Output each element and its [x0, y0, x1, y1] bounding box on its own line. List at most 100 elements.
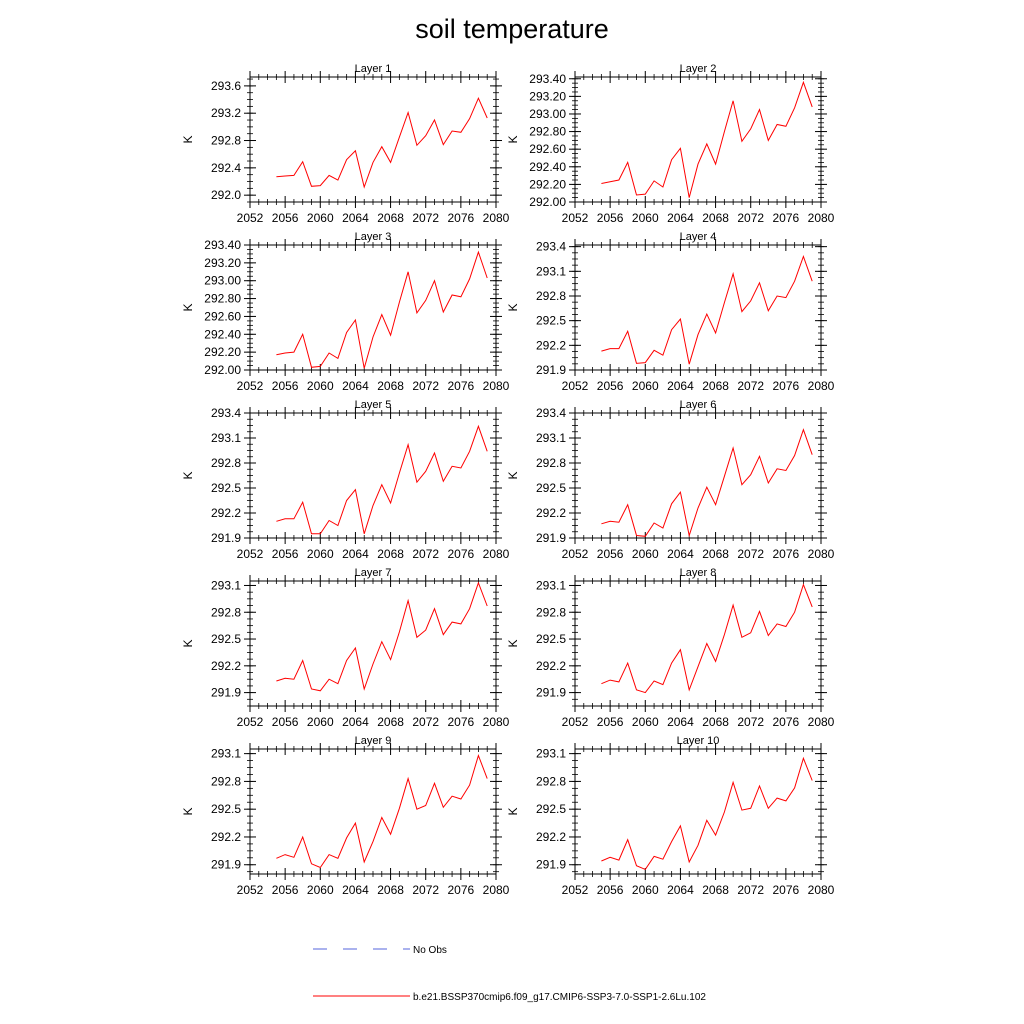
x-tick-label: 2076	[448, 379, 475, 393]
y-tick-label: 292.20	[529, 177, 566, 191]
panel-title: Layer 6	[680, 399, 717, 411]
x-tick-label: 2052	[237, 211, 264, 225]
y-tick-label: 292.8	[211, 456, 241, 470]
plot-frame	[249, 244, 497, 371]
x-tick-label: 2056	[272, 883, 299, 897]
x-tick-label: 2056	[597, 211, 624, 225]
x-tick-label: 2060	[632, 883, 659, 897]
x-tick-label: 2052	[562, 715, 589, 729]
y-tick-label: 293.1	[211, 431, 241, 445]
x-tick-label: 2076	[773, 547, 800, 561]
y-tick-label: 292.0	[211, 188, 241, 202]
plot-frame	[249, 76, 497, 203]
x-tick-label: 2064	[342, 883, 369, 897]
series-line	[276, 753, 488, 869]
y-tick-label: 292.2	[536, 830, 566, 844]
x-tick-label: 2072	[412, 883, 439, 897]
x-tick-label: 2068	[377, 715, 404, 729]
x-tick-label: 2064	[667, 715, 694, 729]
x-tick-label: 2060	[307, 379, 334, 393]
x-tick-label: 2080	[483, 379, 510, 393]
x-tick-label: 2076	[448, 547, 475, 561]
series-line	[601, 756, 813, 871]
x-tick-label: 2080	[483, 211, 510, 225]
x-tick-label: 2064	[342, 379, 369, 393]
y-tick-label: 292.8	[536, 774, 566, 788]
x-tick-label: 2056	[597, 715, 624, 729]
x-tick-label: 2080	[808, 715, 835, 729]
y-tick-label: 292.5	[536, 314, 566, 328]
y-tick-label: 292.8	[211, 774, 241, 788]
x-tick-label: 2064	[667, 547, 694, 561]
y-tick-label: 293.00	[529, 107, 566, 121]
y-tick-label: 292.5	[536, 802, 566, 816]
y-tick-label: 291.9	[536, 531, 566, 545]
x-tick-label: 2068	[702, 211, 729, 225]
y-tick-label: 292.2	[536, 338, 566, 352]
x-tick-label: 2080	[483, 883, 510, 897]
y-tick-label: 292.80	[204, 292, 241, 306]
panel-layer-10: Layer 10 291.9 292.2 292.5 292.8 293.1 K 2052 20…	[506, 735, 835, 897]
y-tick-label: 293.00	[204, 274, 241, 288]
y-tick-label: 292.8	[536, 605, 566, 619]
y-axis-label: K	[181, 639, 195, 647]
x-tick-label: 2064	[342, 211, 369, 225]
x-tick-label: 2052	[562, 547, 589, 561]
y-tick-label: 291.9	[211, 531, 241, 545]
panel-title: Layer 8	[680, 567, 717, 579]
panel-layer-7: Layer 7 291.9 292.2 292.5 292.8 293.1 K 2052 205…	[181, 567, 510, 729]
x-tick-label: 2068	[702, 883, 729, 897]
y-tick-label: 292.8	[211, 134, 241, 148]
x-tick-label: 2076	[448, 883, 475, 897]
x-tick-label: 2052	[237, 379, 264, 393]
y-tick-label: 293.20	[204, 256, 241, 270]
y-tick-label: 292.5	[536, 632, 566, 646]
y-tick-label: 293.40	[204, 238, 241, 252]
x-tick-label: 2064	[342, 547, 369, 561]
plot-frame	[574, 748, 822, 875]
x-tick-label: 2068	[702, 715, 729, 729]
x-tick-label: 2072	[737, 715, 764, 729]
x-tick-label: 2056	[272, 547, 299, 561]
plot-frame	[574, 76, 822, 203]
x-tick-label: 2060	[307, 883, 334, 897]
x-tick-label: 2056	[597, 379, 624, 393]
plot-frame	[574, 412, 822, 539]
x-tick-label: 2068	[702, 547, 729, 561]
panel-layer-9: Layer 9 291.9 292.2 292.5 292.8 293.1 K 2052 205…	[181, 735, 510, 897]
panel-title: Layer 1	[355, 63, 392, 75]
y-tick-label: 291.9	[536, 686, 566, 700]
y-tick-label: 293.1	[211, 578, 241, 592]
x-tick-label: 2056	[597, 883, 624, 897]
x-tick-label: 2068	[377, 547, 404, 561]
x-tick-label: 2068	[377, 883, 404, 897]
y-axis-label: K	[506, 471, 520, 479]
x-tick-label: 2068	[702, 379, 729, 393]
y-tick-label: 293.2	[211, 106, 241, 120]
y-tick-label: 292.40	[529, 160, 566, 174]
y-tick-label: 293.1	[211, 747, 241, 761]
x-tick-label: 2072	[412, 379, 439, 393]
x-tick-label: 2052	[562, 211, 589, 225]
x-tick-label: 2060	[632, 379, 659, 393]
y-tick-label: 292.8	[211, 605, 241, 619]
x-tick-label: 2064	[342, 715, 369, 729]
y-axis-label: K	[506, 639, 520, 647]
plot-frame	[249, 580, 497, 707]
y-axis-label: K	[506, 135, 520, 143]
y-tick-label: 292.8	[536, 456, 566, 470]
panel-layer-4: Layer 4 291.9 292.2 292.5 292.8 293.1 293.4 K 20…	[506, 231, 835, 393]
series-line	[276, 250, 488, 369]
y-tick-label: 293.1	[536, 747, 566, 761]
x-tick-label: 2064	[667, 883, 694, 897]
x-tick-label: 2056	[272, 379, 299, 393]
chart-title: soil temperature	[415, 14, 609, 44]
series-line	[601, 80, 813, 198]
x-tick-label: 2068	[377, 379, 404, 393]
y-tick-label: 293.6	[211, 79, 241, 93]
x-tick-label: 2076	[773, 211, 800, 225]
y-axis-label: K	[181, 135, 195, 143]
x-tick-label: 2068	[377, 211, 404, 225]
x-tick-label: 2060	[632, 211, 659, 225]
y-tick-label: 292.00	[204, 363, 241, 377]
